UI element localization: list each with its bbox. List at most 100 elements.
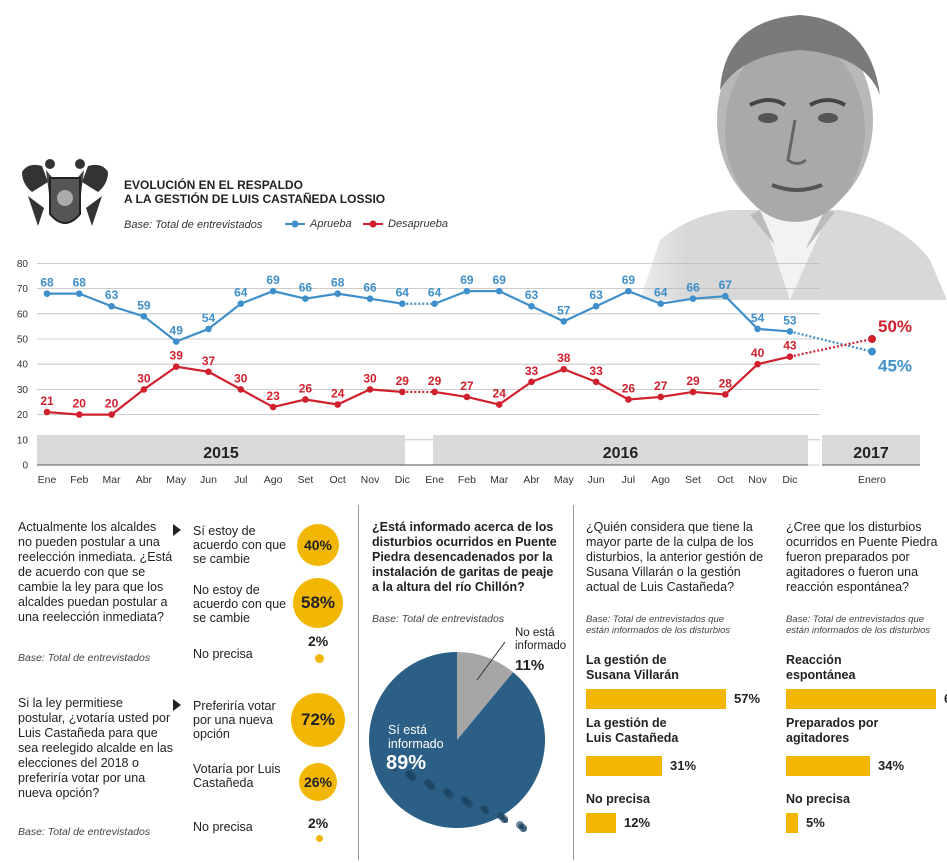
data-label: 26 xyxy=(622,381,636,395)
data-label: 24 xyxy=(331,387,345,401)
bar-category-label: La gestión de Susana Villarán xyxy=(586,653,679,682)
x-tick-label: Oct xyxy=(330,474,346,486)
bar xyxy=(786,756,870,776)
q1-no-bubble: 58% xyxy=(293,578,343,628)
series-segment xyxy=(724,363,759,396)
coat-of-arms-logo xyxy=(22,159,108,226)
year-label: 2016 xyxy=(603,445,639,462)
data-point xyxy=(786,328,794,335)
legend-disapprove: Desaprueba xyxy=(362,218,448,230)
data-point xyxy=(172,363,180,371)
data-label: 33 xyxy=(525,364,539,378)
data-point xyxy=(43,290,51,297)
x-tick-label: Feb xyxy=(70,474,88,486)
x-tick-label: Jun xyxy=(588,474,605,486)
x-tick-label: May xyxy=(554,474,575,486)
x-tick-label: Enero xyxy=(858,474,886,486)
data-label: 27 xyxy=(460,379,474,393)
data-label: 64 xyxy=(396,286,410,300)
x-tick-label: Set xyxy=(298,474,314,486)
data-point xyxy=(625,287,632,295)
data-point xyxy=(868,335,876,343)
q2-castaneda-bubble: 26% xyxy=(299,763,337,801)
bar xyxy=(786,689,936,709)
photo-texture xyxy=(461,796,467,802)
x-tick-label: Nov xyxy=(748,474,767,486)
data-point xyxy=(205,368,212,376)
series-segment xyxy=(692,390,726,396)
data-point xyxy=(528,302,535,310)
data-label: 64 xyxy=(234,286,248,300)
series-segment xyxy=(337,388,371,406)
data-point xyxy=(754,360,761,368)
series-segment xyxy=(369,388,403,394)
bar-category-label: Preparados por agitadores xyxy=(786,716,879,745)
bar-value-label: 12% xyxy=(624,815,651,830)
data-label: 20 xyxy=(73,397,87,411)
data-point xyxy=(689,295,697,302)
y-tick-label: 0 xyxy=(22,461,28,472)
x-tick-label: Abr xyxy=(523,474,540,486)
y-tick-label: 80 xyxy=(17,259,29,270)
series-segment xyxy=(207,302,242,330)
x-tick-label: Dic xyxy=(782,474,797,486)
reelection-question-1: Actualmente los alcaldes no pueden postu… xyxy=(18,520,173,624)
series-segment xyxy=(498,290,532,308)
bar xyxy=(786,813,798,833)
data-label: 28 xyxy=(719,376,733,390)
bar-value-label: 61% xyxy=(944,691,947,706)
series-segment xyxy=(498,380,533,406)
series-segment xyxy=(660,390,694,399)
series-segment xyxy=(595,380,629,401)
x-tick-label: Jul xyxy=(622,474,635,486)
data-label: 64 xyxy=(428,286,442,300)
data-label: 67 xyxy=(719,278,733,292)
data-label: 38 xyxy=(557,351,571,365)
year-band xyxy=(37,435,405,465)
data-point xyxy=(43,408,51,416)
bar-value-label: 34% xyxy=(878,758,905,773)
data-point xyxy=(366,386,374,393)
data-point xyxy=(399,388,406,396)
data-label: 33 xyxy=(589,364,603,378)
bar-category-label: No precisa xyxy=(586,792,650,806)
data-label: 68 xyxy=(73,276,87,290)
data-label: 29 xyxy=(396,374,410,388)
data-point xyxy=(592,302,600,310)
data-point xyxy=(140,386,148,393)
x-tick-label: Mar xyxy=(103,474,122,486)
informed-pie-chart xyxy=(368,641,545,832)
q1-unsure-value: 2% xyxy=(308,633,329,649)
data-point xyxy=(592,378,600,386)
series-segment xyxy=(434,290,468,305)
data-point xyxy=(76,411,83,418)
bar-value-label: 5% xyxy=(806,815,825,830)
data-point xyxy=(625,396,632,403)
data-point xyxy=(786,353,794,360)
series-segment xyxy=(563,305,597,323)
pie-yes-value: 89% xyxy=(386,752,427,774)
pie-slice-informed xyxy=(368,652,545,828)
portrait-photo xyxy=(600,0,947,300)
data-label: 39 xyxy=(170,349,184,363)
data-point xyxy=(140,313,148,320)
y-tick-label: 40 xyxy=(17,360,29,371)
data-label: 54 xyxy=(202,311,216,325)
data-point xyxy=(334,290,342,297)
x-tick-label: Ago xyxy=(264,474,283,486)
series-segment xyxy=(175,327,209,343)
data-point xyxy=(237,386,245,393)
data-label: 49 xyxy=(170,324,184,338)
data-point xyxy=(366,295,374,302)
series-segment xyxy=(628,395,661,401)
year-label: 2017 xyxy=(853,445,889,462)
series-segment xyxy=(78,292,112,308)
data-point xyxy=(560,318,568,325)
blame-base-note: Base: Total de entrevistados que están in… xyxy=(586,614,731,636)
y-tick-label: 10 xyxy=(17,435,29,446)
series-segment xyxy=(466,395,500,406)
photo-texture xyxy=(497,812,505,820)
data-point xyxy=(754,325,761,333)
year-band xyxy=(433,435,808,465)
q2-new-bubble: 72% xyxy=(291,693,345,747)
